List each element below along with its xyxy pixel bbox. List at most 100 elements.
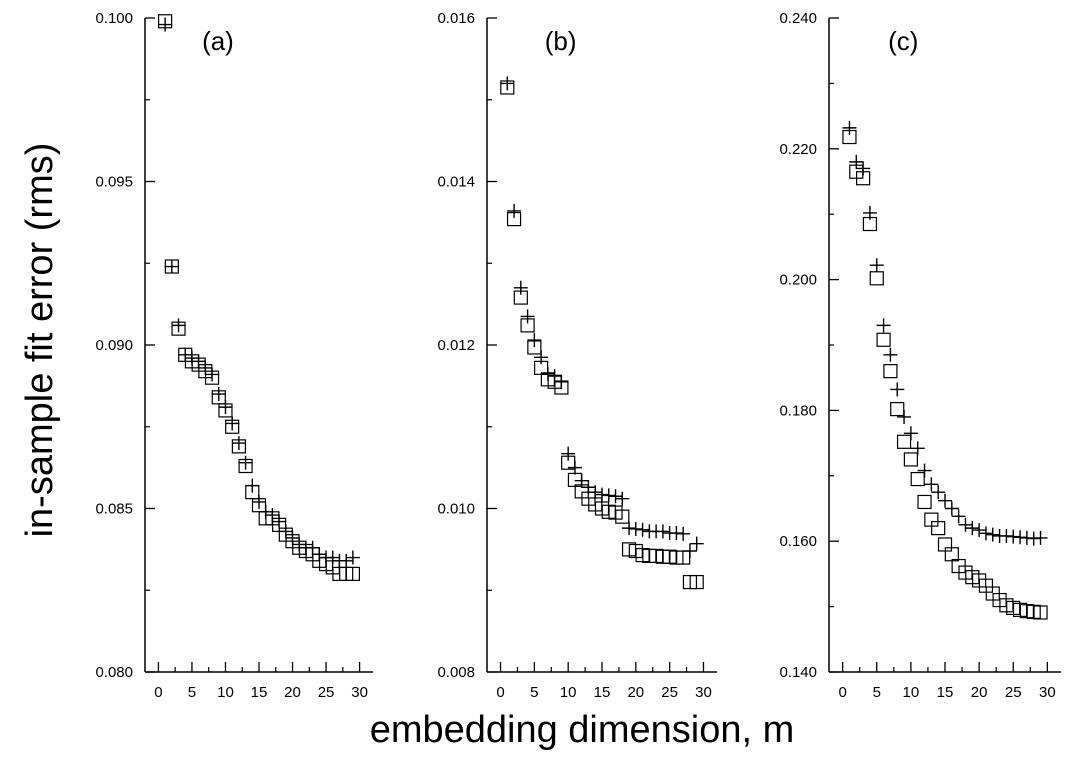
series-plus	[158, 17, 360, 568]
y-tick-label: 0.012	[437, 337, 475, 354]
data-point-plus	[554, 374, 569, 389]
data-point-plus	[869, 258, 884, 273]
x-tick-label: 30	[695, 684, 712, 701]
data-point-plus	[883, 347, 898, 362]
data-point-square	[876, 332, 891, 347]
y-tick-label: 0.100	[95, 10, 133, 27]
data-point-plus	[567, 460, 582, 475]
data-point-plus	[500, 76, 515, 91]
data-point-square	[896, 434, 912, 449]
series-plus	[500, 76, 704, 559]
data-point-plus	[951, 509, 966, 524]
data-point-plus	[635, 522, 650, 537]
y-tick-label: 0.140	[779, 664, 817, 681]
x-tick-label: 20	[284, 684, 301, 701]
data-point-plus	[897, 409, 912, 424]
x-tick-label: 25	[661, 684, 678, 701]
data-point-plus	[917, 463, 932, 478]
x-tick-label: 15	[937, 684, 954, 701]
data-point-plus	[903, 426, 918, 441]
data-point-plus	[958, 517, 973, 532]
data-point-plus	[272, 514, 287, 529]
y-tick-label: 0.200	[779, 272, 817, 289]
data-point-plus	[622, 521, 637, 536]
data-point-plus	[540, 366, 555, 381]
x-axis-title: embedding dimension, m	[370, 709, 795, 751]
data-point-square	[917, 494, 932, 510]
panel-label: (a)	[202, 26, 234, 56]
data-point-plus	[252, 494, 266, 509]
x-tick-label: 30	[351, 684, 368, 701]
data-point-plus	[890, 382, 905, 397]
data-point-plus	[574, 473, 589, 488]
data-point-plus	[225, 416, 240, 431]
data-point-plus	[862, 205, 877, 220]
y-tick-label: 0.010	[437, 501, 475, 518]
y-tick-label: 0.160	[779, 533, 817, 550]
data-point-plus	[178, 347, 193, 362]
data-point-square	[890, 401, 905, 417]
x-tick-label: 0	[154, 684, 162, 701]
y-tick-label: 0.090	[95, 337, 133, 354]
x-tick-label: 15	[251, 684, 268, 701]
x-tick-label: 0	[838, 684, 846, 701]
x-tick-label: 20	[627, 684, 644, 701]
data-point-plus	[534, 350, 549, 365]
data-point-square	[869, 271, 884, 286]
data-point-plus	[285, 530, 300, 545]
data-point-plus	[608, 489, 623, 504]
data-point-plus	[924, 477, 939, 492]
data-point-plus	[513, 280, 528, 295]
y-tick-label: 0.095	[95, 174, 133, 191]
data-point-plus	[856, 161, 871, 176]
x-tick-label: 5	[530, 684, 538, 701]
x-tick-label: 20	[971, 684, 988, 701]
x-tick-label: 10	[217, 684, 234, 701]
x-tick-label: 5	[873, 684, 881, 701]
data-point-plus	[325, 550, 340, 565]
data-point-plus	[682, 544, 697, 559]
data-point-plus	[245, 478, 260, 493]
data-point-plus	[849, 154, 864, 169]
data-point-plus	[345, 550, 360, 565]
data-point-square	[689, 574, 704, 590]
data-point-plus	[205, 367, 220, 382]
y-tick-label: 0.220	[779, 141, 817, 158]
x-tick-label: 10	[560, 684, 577, 701]
data-point-plus	[561, 446, 576, 461]
data-point-plus	[972, 523, 987, 538]
x-tick-label: 25	[1005, 684, 1022, 701]
data-point-square	[910, 471, 925, 487]
data-point-square	[615, 509, 630, 524]
data-point-plus	[171, 318, 186, 333]
y-tick-label: 0.016	[437, 10, 475, 27]
data-point-plus	[238, 455, 253, 470]
data-point-plus	[184, 351, 199, 366]
data-point-plus	[842, 120, 857, 135]
chart-panel-0: 0.080 0.085 0.090 0.095 0.100 0 5 10 15 20 25 30 (a)	[95, 10, 373, 701]
data-point-plus	[1033, 530, 1048, 545]
data-point-plus	[164, 259, 179, 274]
y-tick-label: 0.085	[95, 501, 133, 518]
x-tick-label: 0	[496, 684, 504, 701]
data-point-plus	[258, 504, 273, 519]
data-point-square	[931, 521, 946, 536]
data-point-plus	[218, 400, 233, 415]
y-tick-label: 0.240	[779, 10, 817, 27]
data-point-plus	[965, 521, 980, 536]
data-point-plus	[669, 526, 684, 541]
data-point-plus	[985, 527, 1000, 542]
data-point-square	[345, 566, 360, 582]
data-point-plus	[628, 521, 643, 536]
data-point-plus	[944, 501, 959, 516]
data-point-plus	[676, 526, 691, 541]
data-point-plus	[305, 540, 320, 555]
data-point-plus	[547, 369, 562, 384]
series-square	[500, 80, 704, 590]
data-point-plus	[520, 309, 535, 324]
y-tick-label: 0.180	[779, 402, 817, 419]
data-point-plus	[876, 318, 891, 333]
chart-panel-1: 0.008 0.010 0.012 0.014 0.016 0 5 10 15 20 25 30 (b)	[437, 10, 717, 701]
data-point-plus	[231, 436, 246, 451]
